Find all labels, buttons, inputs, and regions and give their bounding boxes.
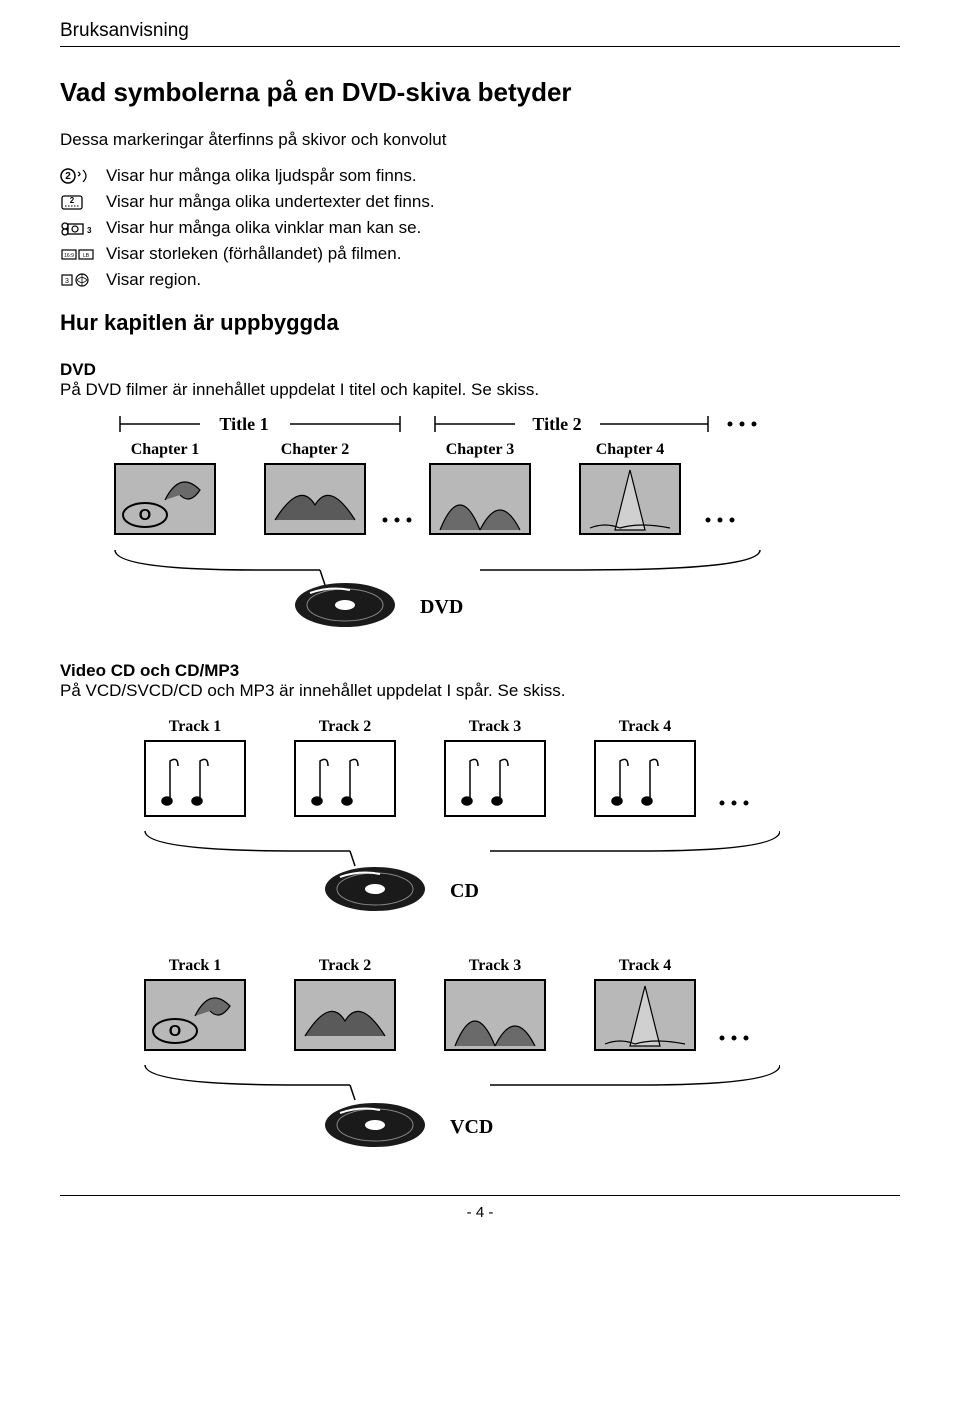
svg-text:O: O xyxy=(139,507,151,524)
dvd-thumb-3 xyxy=(430,464,530,534)
region-icon: 3 xyxy=(60,271,96,289)
vcd-disc-label: VCD xyxy=(450,1116,493,1138)
dvd-heading: DVD xyxy=(60,360,900,380)
track-label: Track 2 xyxy=(319,718,372,735)
dvd-diagram: Title 1 Title 2 Chapter 1 Chapter 2 Chap… xyxy=(60,410,900,645)
cd-diagram: Track 1 Track 2 Track 3 Track 4 xyxy=(60,711,900,936)
chapter-label: Chapter 4 xyxy=(596,441,665,458)
cd-track-notes xyxy=(162,759,208,805)
track-label: Track 1 xyxy=(169,957,222,974)
svg-text:16:9: 16:9 xyxy=(64,253,74,259)
track-label: Track 4 xyxy=(619,957,672,974)
svg-text:2: 2 xyxy=(65,171,71,182)
title1-label: Title 1 xyxy=(219,414,268,434)
audio-tracks-icon: 2 xyxy=(60,167,96,185)
vcd-thumb-3 xyxy=(445,980,545,1050)
section2-title: Hur kapitlen är uppbyggda xyxy=(60,310,900,336)
symbol-text: Visar region. xyxy=(106,270,201,290)
cd-disc-label: CD xyxy=(450,880,479,902)
chapter-label: Chapter 2 xyxy=(281,441,350,458)
dvd-thumb-2 xyxy=(265,464,365,534)
cd-section: Video CD och CD/MP3 På VCD/SVCD/CD och M… xyxy=(60,661,900,1175)
cd-text: På VCD/SVCD/CD och MP3 är innehållet upp… xyxy=(60,681,900,701)
cd-heading: Video CD och CD/MP3 xyxy=(60,661,900,681)
track-label: Track 3 xyxy=(469,718,522,735)
symbol-text: Visar hur många olika undertexter det fi… xyxy=(106,192,435,212)
dvd-thumb-1: O xyxy=(115,464,215,534)
symbol-text: Visar hur många olika vinklar man kan se… xyxy=(106,218,421,238)
symbol-row-audio: 2 Visar hur många olika ljudspår som fin… xyxy=(60,166,900,186)
section1-title: Vad symbolerna på en DVD-skiva betyder xyxy=(60,77,900,108)
vcd-thumb-4 xyxy=(595,980,695,1050)
camera-angles-icon: 3 xyxy=(60,219,96,237)
symbol-row-aspect: 16:9 LB Visar storleken (förhållandet) p… xyxy=(60,244,900,264)
chapter-label: Chapter 3 xyxy=(446,441,515,458)
symbol-row-subtitles: 2 Visar hur många olika undertexter det … xyxy=(60,192,900,212)
symbol-row-region: 3 Visar region. xyxy=(60,270,900,290)
subtitles-icon: 2 xyxy=(60,193,96,211)
symbol-text: Visar hur många olika ljudspår som finns… xyxy=(106,166,417,186)
svg-text:2: 2 xyxy=(70,196,75,205)
title2-label: Title 2 xyxy=(532,414,581,434)
section1-intro: Dessa markeringar återfinns på skivor oc… xyxy=(60,130,900,150)
aspect-ratio-icon: 16:9 LB xyxy=(60,245,96,263)
dvd-section: DVD På DVD filmer är innehållet uppdelat… xyxy=(60,360,900,645)
svg-text:LB: LB xyxy=(83,253,90,259)
cd-track-notes xyxy=(612,759,658,805)
page-number: - 4 - xyxy=(467,1204,494,1221)
cd-track-notes xyxy=(312,759,358,805)
vcd-thumb-2 xyxy=(295,980,395,1050)
chapter-label: Chapter 1 xyxy=(131,441,200,458)
vcd-disc-icon xyxy=(325,1103,425,1147)
vcd-thumb-1: O xyxy=(145,980,245,1050)
symbol-list: 2 Visar hur många olika ljudspår som fin… xyxy=(60,166,900,290)
track-label: Track 1 xyxy=(169,718,222,735)
page-header-title: Bruksanvisning xyxy=(60,20,900,46)
track-label: Track 2 xyxy=(319,957,372,974)
cd-track-notes xyxy=(462,759,508,805)
dvd-disc-label: DVD xyxy=(420,596,463,618)
vcd-diagram: Track 1 Track 2 Track 3 Track 4 O xyxy=(60,950,900,1175)
svg-text:3: 3 xyxy=(65,278,69,285)
symbol-text: Visar storleken (förhållandet) på filmen… xyxy=(106,244,401,264)
dvd-thumb-4 xyxy=(580,464,680,534)
svg-text:O: O xyxy=(169,1023,181,1040)
symbol-row-angles: 3 Visar hur många olika vinklar man kan … xyxy=(60,218,900,238)
svg-text:3: 3 xyxy=(87,226,92,235)
dvd-text: På DVD filmer är innehållet uppdelat I t… xyxy=(60,380,900,400)
cd-disc-icon xyxy=(325,867,425,911)
track-label: Track 4 xyxy=(619,718,672,735)
dvd-disc-icon xyxy=(295,583,395,627)
track-label: Track 3 xyxy=(469,957,522,974)
